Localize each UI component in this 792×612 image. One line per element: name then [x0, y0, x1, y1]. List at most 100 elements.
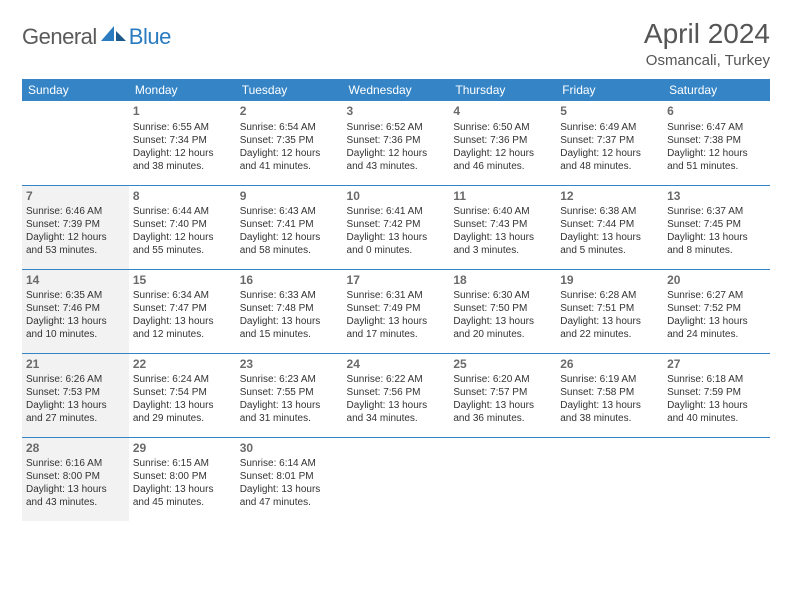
- calendar-table: SundayMondayTuesdayWednesdayThursdayFrid…: [22, 79, 770, 521]
- day-details: Sunrise: 6:30 AMSunset: 7:50 PMDaylight:…: [453, 289, 552, 341]
- day-number: 28: [26, 441, 125, 457]
- day-details: Sunrise: 6:22 AMSunset: 7:56 PMDaylight:…: [347, 373, 446, 425]
- calendar-day-cell: 29Sunrise: 6:15 AMSunset: 8:00 PMDayligh…: [129, 437, 236, 521]
- calendar-day-cell: 7Sunrise: 6:46 AMSunset: 7:39 PMDaylight…: [22, 185, 129, 269]
- day-number: 16: [240, 273, 339, 289]
- day-details: Sunrise: 6:46 AMSunset: 7:39 PMDaylight:…: [26, 205, 125, 257]
- day-number: 10: [347, 189, 446, 205]
- weekday-header: Saturday: [663, 79, 770, 101]
- day-details: Sunrise: 6:34 AMSunset: 7:47 PMDaylight:…: [133, 289, 232, 341]
- day-details: Sunrise: 6:33 AMSunset: 7:48 PMDaylight:…: [240, 289, 339, 341]
- calendar-day-cell: 11Sunrise: 6:40 AMSunset: 7:43 PMDayligh…: [449, 185, 556, 269]
- weekday-header: Tuesday: [236, 79, 343, 101]
- day-details: Sunrise: 6:26 AMSunset: 7:53 PMDaylight:…: [26, 373, 125, 425]
- weekday-header: Wednesday: [343, 79, 450, 101]
- calendar-week-row: 1Sunrise: 6:55 AMSunset: 7:34 PMDaylight…: [22, 101, 770, 185]
- day-number: 13: [667, 189, 766, 205]
- calendar-day-cell: 23Sunrise: 6:23 AMSunset: 7:55 PMDayligh…: [236, 353, 343, 437]
- day-number: 25: [453, 357, 552, 373]
- logo: General Blue: [22, 24, 171, 50]
- day-number: 5: [560, 104, 659, 120]
- day-number: 1: [133, 104, 232, 120]
- weekday-header: Sunday: [22, 79, 129, 101]
- location: Osmancali, Turkey: [644, 52, 770, 69]
- calendar-day-cell: 24Sunrise: 6:22 AMSunset: 7:56 PMDayligh…: [343, 353, 450, 437]
- calendar-day-cell: 28Sunrise: 6:16 AMSunset: 8:00 PMDayligh…: [22, 437, 129, 521]
- day-number: 30: [240, 441, 339, 457]
- day-details: Sunrise: 6:55 AMSunset: 7:34 PMDaylight:…: [133, 121, 232, 173]
- day-details: Sunrise: 6:27 AMSunset: 7:52 PMDaylight:…: [667, 289, 766, 341]
- calendar-day-cell: 2Sunrise: 6:54 AMSunset: 7:35 PMDaylight…: [236, 101, 343, 185]
- day-number: 19: [560, 273, 659, 289]
- day-details: Sunrise: 6:41 AMSunset: 7:42 PMDaylight:…: [347, 205, 446, 257]
- day-number: 12: [560, 189, 659, 205]
- calendar-day-cell: [22, 101, 129, 185]
- day-number: 23: [240, 357, 339, 373]
- day-details: Sunrise: 6:24 AMSunset: 7:54 PMDaylight:…: [133, 373, 232, 425]
- weekday-header: Friday: [556, 79, 663, 101]
- day-details: Sunrise: 6:20 AMSunset: 7:57 PMDaylight:…: [453, 373, 552, 425]
- calendar-day-cell: 3Sunrise: 6:52 AMSunset: 7:36 PMDaylight…: [343, 101, 450, 185]
- day-details: Sunrise: 6:14 AMSunset: 8:01 PMDaylight:…: [240, 457, 339, 509]
- title-block: April 2024 Osmancali, Turkey: [644, 18, 770, 69]
- day-details: Sunrise: 6:49 AMSunset: 7:37 PMDaylight:…: [560, 121, 659, 173]
- calendar-body: 1Sunrise: 6:55 AMSunset: 7:34 PMDaylight…: [22, 101, 770, 521]
- day-details: Sunrise: 6:44 AMSunset: 7:40 PMDaylight:…: [133, 205, 232, 257]
- calendar-week-row: 21Sunrise: 6:26 AMSunset: 7:53 PMDayligh…: [22, 353, 770, 437]
- day-details: Sunrise: 6:43 AMSunset: 7:41 PMDaylight:…: [240, 205, 339, 257]
- day-number: 29: [133, 441, 232, 457]
- calendar-day-cell: 25Sunrise: 6:20 AMSunset: 7:57 PMDayligh…: [449, 353, 556, 437]
- day-details: Sunrise: 6:38 AMSunset: 7:44 PMDaylight:…: [560, 205, 659, 257]
- calendar-day-cell: 15Sunrise: 6:34 AMSunset: 7:47 PMDayligh…: [129, 269, 236, 353]
- day-number: 6: [667, 104, 766, 120]
- calendar-day-cell: 20Sunrise: 6:27 AMSunset: 7:52 PMDayligh…: [663, 269, 770, 353]
- day-details: Sunrise: 6:52 AMSunset: 7:36 PMDaylight:…: [347, 121, 446, 173]
- day-number: 2: [240, 104, 339, 120]
- calendar-day-cell: 4Sunrise: 6:50 AMSunset: 7:36 PMDaylight…: [449, 101, 556, 185]
- day-details: Sunrise: 6:16 AMSunset: 8:00 PMDaylight:…: [26, 457, 125, 509]
- calendar-day-cell: 30Sunrise: 6:14 AMSunset: 8:01 PMDayligh…: [236, 437, 343, 521]
- calendar-day-cell: 27Sunrise: 6:18 AMSunset: 7:59 PMDayligh…: [663, 353, 770, 437]
- logo-sail-icon: [101, 23, 127, 48]
- day-details: Sunrise: 6:18 AMSunset: 7:59 PMDaylight:…: [667, 373, 766, 425]
- calendar-day-cell: 1Sunrise: 6:55 AMSunset: 7:34 PMDaylight…: [129, 101, 236, 185]
- calendar-day-cell: 8Sunrise: 6:44 AMSunset: 7:40 PMDaylight…: [129, 185, 236, 269]
- calendar-week-row: 7Sunrise: 6:46 AMSunset: 7:39 PMDaylight…: [22, 185, 770, 269]
- weekday-header: Thursday: [449, 79, 556, 101]
- day-number: 8: [133, 189, 232, 205]
- calendar-day-cell: [663, 437, 770, 521]
- calendar-page: General Blue April 2024 Osmancali, Turke…: [0, 0, 792, 531]
- calendar-day-cell: 19Sunrise: 6:28 AMSunset: 7:51 PMDayligh…: [556, 269, 663, 353]
- calendar-day-cell: [343, 437, 450, 521]
- day-details: Sunrise: 6:54 AMSunset: 7:35 PMDaylight:…: [240, 121, 339, 173]
- calendar-day-cell: 5Sunrise: 6:49 AMSunset: 7:37 PMDaylight…: [556, 101, 663, 185]
- calendar-day-cell: 21Sunrise: 6:26 AMSunset: 7:53 PMDayligh…: [22, 353, 129, 437]
- day-number: 17: [347, 273, 446, 289]
- calendar-day-cell: 10Sunrise: 6:41 AMSunset: 7:42 PMDayligh…: [343, 185, 450, 269]
- day-details: Sunrise: 6:19 AMSunset: 7:58 PMDaylight:…: [560, 373, 659, 425]
- calendar-week-row: 14Sunrise: 6:35 AMSunset: 7:46 PMDayligh…: [22, 269, 770, 353]
- logo-text-blue: Blue: [129, 24, 171, 50]
- day-number: 4: [453, 104, 552, 120]
- calendar-day-cell: 13Sunrise: 6:37 AMSunset: 7:45 PMDayligh…: [663, 185, 770, 269]
- calendar-week-row: 28Sunrise: 6:16 AMSunset: 8:00 PMDayligh…: [22, 437, 770, 521]
- day-number: 27: [667, 357, 766, 373]
- day-number: 14: [26, 273, 125, 289]
- weekday-header-row: SundayMondayTuesdayWednesdayThursdayFrid…: [22, 79, 770, 101]
- day-details: Sunrise: 6:15 AMSunset: 8:00 PMDaylight:…: [133, 457, 232, 509]
- day-number: 3: [347, 104, 446, 120]
- calendar-day-cell: 6Sunrise: 6:47 AMSunset: 7:38 PMDaylight…: [663, 101, 770, 185]
- day-details: Sunrise: 6:31 AMSunset: 7:49 PMDaylight:…: [347, 289, 446, 341]
- logo-text-general: General: [22, 24, 97, 50]
- calendar-day-cell: 18Sunrise: 6:30 AMSunset: 7:50 PMDayligh…: [449, 269, 556, 353]
- day-number: 26: [560, 357, 659, 373]
- day-number: 7: [26, 189, 125, 205]
- day-number: 9: [240, 189, 339, 205]
- day-details: Sunrise: 6:37 AMSunset: 7:45 PMDaylight:…: [667, 205, 766, 257]
- day-number: 20: [667, 273, 766, 289]
- month-title: April 2024: [644, 18, 770, 50]
- day-number: 18: [453, 273, 552, 289]
- header: General Blue April 2024 Osmancali, Turke…: [22, 18, 770, 69]
- calendar-day-cell: 12Sunrise: 6:38 AMSunset: 7:44 PMDayligh…: [556, 185, 663, 269]
- day-number: 11: [453, 189, 552, 205]
